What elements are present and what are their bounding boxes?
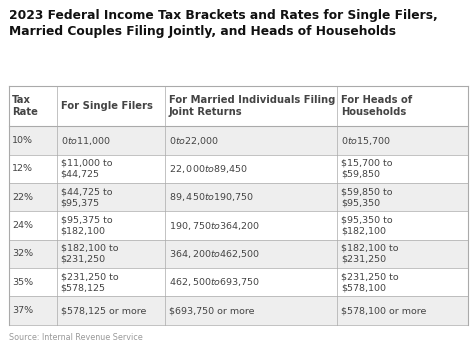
- Bar: [337, 296, 468, 325]
- Text: $0 to $15,700: $0 to $15,700: [341, 134, 391, 146]
- Text: $190,750 to $364,200: $190,750 to $364,200: [169, 219, 260, 232]
- Text: Source: Internal Revenue Service: Source: Internal Revenue Service: [9, 333, 142, 342]
- Text: $59,850 to
$95,350: $59,850 to $95,350: [341, 187, 392, 207]
- Bar: [337, 86, 468, 126]
- Text: $364,200 to $462,500: $364,200 to $462,500: [169, 248, 260, 260]
- Bar: [9, 296, 57, 325]
- Text: 37%: 37%: [12, 306, 34, 315]
- Text: For Heads of
Households: For Heads of Households: [341, 95, 412, 117]
- Text: $0 to $22,000: $0 to $22,000: [169, 134, 219, 146]
- Text: $578,100 or more: $578,100 or more: [341, 306, 427, 315]
- Bar: [165, 268, 337, 296]
- Bar: [337, 183, 468, 211]
- Bar: [9, 211, 57, 240]
- Text: Tax
Rate: Tax Rate: [12, 95, 38, 117]
- Text: $11,000 to
$44,725: $11,000 to $44,725: [61, 159, 112, 179]
- Text: $693,750 or more: $693,750 or more: [169, 306, 254, 315]
- Bar: [165, 183, 337, 211]
- Bar: [57, 211, 165, 240]
- Bar: [337, 211, 468, 240]
- Text: $15,700 to
$59,850: $15,700 to $59,850: [341, 159, 392, 179]
- Text: 10%: 10%: [12, 136, 33, 145]
- Text: 22%: 22%: [12, 193, 33, 202]
- Text: $0 to $11,000: $0 to $11,000: [61, 134, 111, 146]
- Bar: [165, 296, 337, 325]
- Text: $22,000 to $89,450: $22,000 to $89,450: [169, 163, 248, 175]
- Text: 2023 Federal Income Tax Brackets and Rates for Single Filers,
Married Couples Fi: 2023 Federal Income Tax Brackets and Rat…: [9, 9, 438, 38]
- Bar: [165, 126, 337, 155]
- Text: 35%: 35%: [12, 278, 34, 287]
- Bar: [337, 240, 468, 268]
- Text: For Single Filers: For Single Filers: [61, 101, 153, 111]
- Text: $231,250 to
$578,100: $231,250 to $578,100: [341, 272, 399, 292]
- Bar: [165, 86, 337, 126]
- Text: $89,450 to $190,750: $89,450 to $190,750: [169, 191, 254, 203]
- Bar: [57, 155, 165, 183]
- Bar: [57, 268, 165, 296]
- Text: For Married Individuals Filing
Joint Returns: For Married Individuals Filing Joint Ret…: [169, 95, 335, 117]
- Bar: [165, 211, 337, 240]
- Bar: [9, 240, 57, 268]
- Text: 32%: 32%: [12, 249, 34, 258]
- Text: $44,725 to
$95,375: $44,725 to $95,375: [61, 187, 112, 207]
- Text: $182,100 to
$231,250: $182,100 to $231,250: [341, 244, 399, 264]
- Text: $231,250 to
$578,125: $231,250 to $578,125: [61, 272, 118, 292]
- Text: $578,125 or more: $578,125 or more: [61, 306, 146, 315]
- Bar: [57, 86, 165, 126]
- Text: 12%: 12%: [12, 164, 33, 173]
- Bar: [337, 126, 468, 155]
- Bar: [337, 268, 468, 296]
- Bar: [9, 126, 57, 155]
- Bar: [9, 183, 57, 211]
- Bar: [57, 240, 165, 268]
- Bar: [57, 126, 165, 155]
- Bar: [9, 86, 57, 126]
- Text: $462,500 to $693,750: $462,500 to $693,750: [169, 276, 260, 288]
- Bar: [165, 240, 337, 268]
- Text: $95,375 to
$182,100: $95,375 to $182,100: [61, 216, 112, 236]
- Bar: [337, 155, 468, 183]
- Bar: [9, 155, 57, 183]
- Text: $95,350 to
$182,100: $95,350 to $182,100: [341, 216, 392, 236]
- Bar: [9, 268, 57, 296]
- Text: 24%: 24%: [12, 221, 33, 230]
- Text: $182,100 to
$231,250: $182,100 to $231,250: [61, 244, 118, 264]
- Bar: [165, 155, 337, 183]
- Bar: [57, 296, 165, 325]
- Bar: [57, 183, 165, 211]
